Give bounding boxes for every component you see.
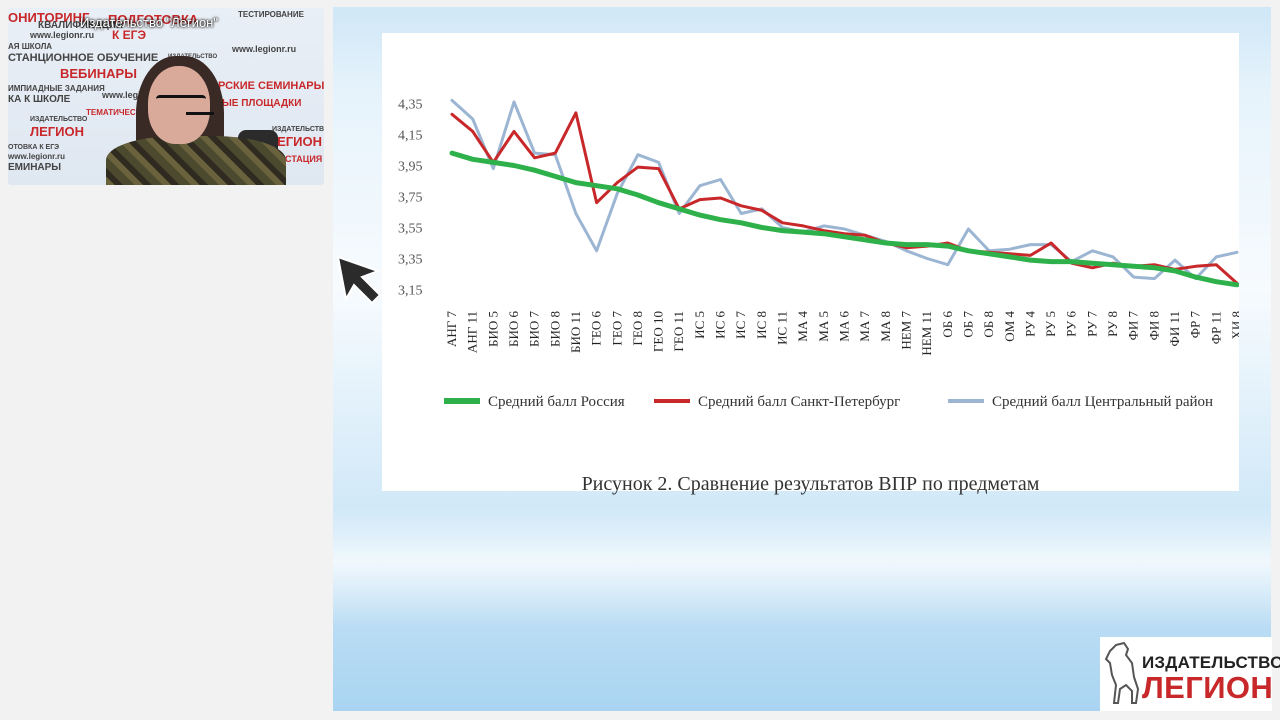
series-line — [450, 98, 1239, 281]
backdrop-word: ИЗДАТЕЛЬСТВО — [272, 126, 324, 133]
x-tick-label: ОБ 8 — [981, 311, 996, 338]
legend-label: Средний балл Россия — [488, 394, 625, 410]
x-tick-label: МА 5 — [816, 311, 831, 342]
x-tick-label: ИС 8 — [754, 311, 769, 339]
backdrop-word: РСКИЕ СЕМИНАРЫ — [218, 80, 324, 92]
x-tick-label: НЕМ 11 — [919, 311, 934, 356]
x-tick-label: ИС 6 — [713, 311, 728, 339]
backdrop-word: АЯ ШКОЛА — [8, 42, 53, 51]
x-tick-label: ГЕО 8 — [630, 311, 645, 346]
backdrop-word: ИЗДАТЕЛЬСТВО — [30, 116, 88, 123]
x-tick-label: МА 8 — [878, 311, 893, 342]
x-tick-label: РУ 6 — [1064, 311, 1079, 337]
backdrop-word: ИМПИАДНЫЕ ЗАДАНИЯ — [8, 84, 105, 93]
x-tick-label: ИС 5 — [692, 311, 707, 339]
y-tick-label: 4,35 — [398, 98, 423, 113]
backdrop-word: ПОДГОТОВКА — [108, 12, 199, 27]
series-line — [449, 150, 1239, 288]
backdrop-word: АТТЕСТАЦИЯ — [262, 154, 323, 164]
mouse-cursor-icon — [336, 255, 382, 305]
backdrop-word: ТЕМАТИЧЕСКИЕ — [86, 108, 152, 117]
x-tick-label: НЕМ 7 — [898, 311, 913, 350]
x-tick-label: ГЕО 6 — [589, 311, 604, 346]
x-tick-label: РУ 4 — [1022, 311, 1037, 337]
y-tick-label: 3,15 — [398, 284, 423, 299]
x-tick-label: БИО 11 — [568, 311, 583, 353]
y-tick-label: 3,55 — [398, 222, 423, 237]
x-tick-label: ГЕО 11 — [671, 311, 686, 352]
x-tick-label: АНГ 11 — [465, 311, 480, 353]
backdrop-word: www.legionr.ru — [8, 152, 66, 161]
x-tick-label: ФИ 11 — [1167, 311, 1182, 346]
x-tick-label: ОМ 4 — [1002, 311, 1017, 342]
webcam-video: ОНИТОРИНГ ПОДГОТОВКА ТЕСТИРОВАНИЕ КВАЛИФИКА… — [8, 8, 324, 185]
x-tick-label: ОБ 7 — [960, 311, 975, 338]
x-tick-label: МА 6 — [837, 311, 852, 342]
x-tick-label: МА 4 — [795, 311, 810, 342]
backdrop-word: ЛЕГИОН — [30, 124, 85, 139]
x-tick-label: ФИ 8 — [1146, 311, 1161, 340]
headset-mic — [186, 112, 214, 115]
x-tick-label: БИО 7 — [527, 311, 542, 347]
x-tick-label: ГЕО 7 — [609, 311, 624, 346]
backdrop-word: ВЕБИНАРЫ — [60, 66, 137, 81]
webcam-title: Издательство "Легион" — [80, 15, 218, 30]
y-tick-label: 4,15 — [398, 129, 423, 144]
x-tick-label: БИО 5 — [485, 311, 500, 347]
backdrop-word: ОНИТОРИНГ — [8, 10, 90, 25]
horse-icon — [1104, 641, 1140, 704]
y-tick-label: 3,95 — [398, 160, 423, 175]
x-tick-label: ГЕО 10 — [651, 311, 666, 352]
chart-caption: Рисунок 2. Сравнение результатов ВПР по … — [581, 473, 1040, 495]
x-tick-label: ИС 11 — [775, 311, 790, 345]
x-tick-label: ИС 7 — [733, 311, 748, 339]
x-tick-label: ФР 7 — [1188, 311, 1203, 339]
presenter-glasses — [156, 95, 206, 108]
backdrop-word: www.legionr.ru — [30, 30, 95, 40]
backdrop-word: СТАНЦИОННОЕ ОБУЧЕНИЕ — [8, 52, 159, 64]
x-tick-label: РУ 5 — [1043, 311, 1058, 337]
presenter-body — [106, 136, 286, 185]
x-tick-label: РУ 7 — [1084, 311, 1099, 337]
logo-text-bottom: ЛЕГИОН — [1142, 670, 1274, 705]
chart-panel: 3,15 3,35 3,55 3,75 3,95 4,15 4,35 АНГ 7 АНГ 11 Б… — [382, 33, 1239, 495]
backdrop-word: ЫЕ ПЛОЩАДКИ — [222, 98, 302, 109]
slide-glow — [333, 507, 1271, 627]
x-tick-label: ФР 11 — [1208, 311, 1223, 344]
presentation-slide: 3,15 3,35 3,55 3,75 3,95 4,15 4,35 АНГ 7 АНГ 11 Б… — [333, 7, 1271, 711]
backdrop-word: ЛЕГИОН — [268, 134, 323, 149]
x-tick-label: ФИ 7 — [1126, 311, 1141, 341]
backdrop-word: ЕМИНАРЫ — [8, 162, 62, 173]
publisher-logo: ИЗДАТЕЛЬСТВО ЛЕГИОН — [1100, 637, 1280, 711]
logo-text-top: ИЗДАТЕЛЬСТВО — [1142, 653, 1280, 672]
x-tick-label: ОБ 6 — [940, 311, 955, 338]
y-tick-label: 3,35 — [398, 253, 423, 268]
backdrop-word: ОТОВКА К ЕГЭ — [8, 144, 60, 151]
x-tick-label: АНГ 7 — [444, 311, 459, 348]
legend-label: Средний балл Санкт-Петербург — [698, 394, 900, 410]
backdrop-word: К ЕГЭ — [112, 28, 147, 42]
backdrop-word: www.legio — [102, 90, 147, 100]
backdrop-word: КА К ШКОЛЕ — [8, 94, 71, 105]
legend-label: Средний балл Центральный район — [992, 394, 1213, 410]
line-chart: 3,15 3,35 3,55 3,75 3,95 4,15 4,35 АНГ 7 АНГ 11 Б… — [398, 98, 1239, 410]
y-tick-label: 3,75 — [398, 191, 423, 206]
x-tick-label: МА 7 — [857, 311, 872, 342]
backdrop-word: www.legionr.ru — [232, 44, 297, 54]
x-tick-label: БИО 8 — [547, 311, 562, 347]
x-tick-label: ХИ 8 — [1229, 311, 1239, 340]
x-tick-label: РУ 8 — [1105, 311, 1120, 337]
x-tick-label: БИО 6 — [506, 311, 521, 347]
backdrop-word: ТЕСТИРОВАНИЕ — [238, 10, 304, 19]
backdrop-word: КВАЛИФИКАЦИИ — [38, 20, 124, 31]
